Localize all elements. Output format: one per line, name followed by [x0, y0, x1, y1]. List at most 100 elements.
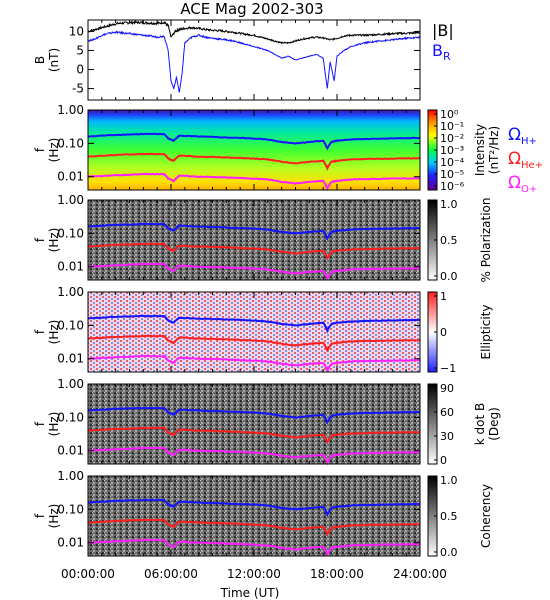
panel-1-ytick-label: 10 [69, 24, 84, 38]
panel-3-colorbar-label: 1.0 [440, 198, 458, 211]
gyrofrequency-line-o [88, 446, 421, 466]
panel-5-colorbar-label: 60 [440, 406, 454, 419]
panel-4-ylabel-unit: (Hz) [47, 320, 61, 345]
x-axis-label: Time (UT) [220, 586, 280, 600]
panel-5-ylabel: f (Hz) [33, 412, 61, 437]
panel-5-ylabel-symbol: f [33, 421, 47, 426]
x-tick-label: 06:00:00 [144, 567, 198, 581]
legend-b-r: BR [432, 41, 451, 63]
panel-4-ytick-label: 1.00 [57, 285, 84, 299]
panel-4-ytick-label: 0.10 [57, 318, 84, 332]
gyrofrequency-line-h [87, 406, 421, 425]
time-axis: 00:00:00 06:00:00 12:00:00 18:00:00 24:00:00 [61, 567, 447, 581]
panel-2-ytick-label: 0.01 [57, 170, 84, 184]
panel-3-colorbar-label: 0.5 [440, 234, 458, 247]
panel-4: 1 0 −1 Ellipticity [87, 290, 493, 375]
gyrofrequency-line-o [87, 172, 421, 192]
panel-4-ytick-label: 0.01 [57, 352, 84, 366]
panel-1-ytick-label: 5 [76, 43, 84, 57]
gyrofrequency-line-he [87, 242, 421, 260]
panel-2-colorbar-label: 10⁻¹ [440, 120, 464, 133]
gyrofrequency-line-o [87, 262, 421, 280]
legend-omega-he: ΩHe+ [508, 149, 543, 171]
panel-6-spectrogram [88, 476, 420, 556]
gyrofrequency-line-o [88, 354, 420, 373]
panel-3-ytick-label: 1.00 [57, 193, 84, 207]
panel-3-ytick-label: 0.01 [57, 260, 84, 274]
panel-5-ylabel-unit: (Hz) [47, 412, 61, 437]
panel-4-ylabel: f (Hz) [33, 320, 61, 345]
gyrofrequency-line-he [87, 426, 421, 444]
series-line-b-magnitude [87, 19, 421, 45]
panel-1-ylabel-symbol: B [33, 56, 47, 64]
panel-2-colorbar-label: 10⁰ [440, 108, 459, 121]
panel-3: 1.0 0.5 0.0 % Polarization [87, 198, 493, 283]
panel-1-ylabel: B (nT) [33, 48, 61, 72]
gyrofrequency-line-he [87, 518, 421, 537]
panel-4-colorbar-label: 1 [440, 290, 447, 303]
panel-2-ylabel: f (Hz) [33, 138, 61, 163]
x-tick-label: 12:00:00 [227, 567, 281, 581]
legend-omega-o: ΩO+ [508, 173, 537, 195]
panel-6-ylabel: f (Hz) [33, 504, 61, 529]
panel-6-ytick-label: 0.10 [57, 502, 84, 516]
panel-2-colorbar-label: 10⁻⁴ [440, 156, 465, 169]
x-tick-label: 18:00:00 [310, 567, 364, 581]
legend-subscript: H+ [521, 136, 537, 147]
panel-2-ylabel-symbol: f [33, 147, 47, 152]
panel-5-colorbar-label: 30 [440, 430, 454, 443]
x-tick-label: 00:00:00 [61, 567, 115, 581]
gyrofrequency-line-o [88, 538, 421, 556]
panel-5-colorbar-unit: (Deg) [487, 407, 501, 441]
panel-1-plot-area [88, 20, 420, 100]
panel-2-spectrogram [88, 110, 420, 190]
panel-1-ylabel-unit: (nT) [47, 48, 61, 72]
panel-5-colorbar-label: 0 [440, 454, 447, 467]
x-tick-label: 24:00:00 [393, 567, 447, 581]
panel-4-colorbar-label: −1 [440, 362, 456, 375]
panel-1-ytick-label: -5 [72, 82, 84, 96]
gyrofrequency-line-h [88, 132, 421, 151]
panel-3-colorbar-label: 0.0 [440, 270, 458, 283]
panel-3-colorbar-title: % Polarization [479, 198, 493, 283]
panel-2-ytick-label: 1.00 [57, 103, 84, 117]
panel-4-colorbar-label: 0 [440, 326, 447, 339]
gyrofrequency-line-he [87, 152, 421, 172]
panel-5-colorbar-label: 90 [440, 382, 454, 395]
panel-3-ytick-label: 0.10 [57, 226, 84, 240]
panel-5-colorbar [427, 383, 438, 465]
panel-2-colorbar-label: 10⁻² [440, 132, 464, 145]
panel-4-colorbar-title: Ellipticity [479, 305, 493, 360]
panel-5-ytick-label: 0.10 [57, 410, 84, 424]
panel-2-colorbar-label: 10⁻³ [440, 144, 464, 157]
panel-1: |B|BR [87, 19, 454, 101]
panel-2-colorbar-title: Intensity [473, 124, 487, 176]
panel-2-colorbar-label: 10⁻⁵ [440, 168, 464, 181]
panel-2-ytick-label: 0.10 [57, 136, 84, 150]
panel-4-ylabel-symbol: f [33, 329, 47, 334]
gyrofrequency-line-h [87, 498, 421, 518]
panel-6-ylabel-symbol: f [33, 513, 47, 518]
panel-2-colorbar-unit: (nT²/Hz) [487, 126, 501, 174]
panel-6-ytick-label: 1.00 [57, 469, 84, 483]
panel-6-colorbar-label: 0.5 [440, 510, 458, 523]
series-line-b-r [87, 30, 421, 93]
panel-6: 1.0 0.5 0.0 Coherency [87, 474, 493, 559]
panel-3-ylabel-symbol: f [33, 237, 47, 242]
panel-5-ytick-label: 1.00 [57, 377, 84, 391]
panel-2-colorbar-label: 10⁻⁶ [440, 180, 465, 193]
panel-5-ytick-label: 0.01 [57, 444, 84, 458]
panel-5: 90 60 30 0 k dot B (Deg) [87, 382, 501, 467]
panel-1-ytick-label: 0 [76, 63, 84, 77]
legend-omega-h: ΩH+ [508, 125, 537, 147]
panel-3-spectrogram [88, 200, 420, 280]
legend-subscript: R [443, 50, 451, 63]
panel-3-ylabel: f (Hz) [33, 228, 61, 253]
panel-6-colorbar-title: Coherency [479, 484, 493, 548]
panel-3-ylabel-unit: (Hz) [47, 228, 61, 253]
panel-5-spectrogram [88, 384, 420, 464]
panel-6-ylabel-unit: (Hz) [47, 504, 61, 529]
panel-2-ylabel-unit: (Hz) [47, 138, 61, 163]
gyrofrequency-line-h [88, 314, 421, 334]
